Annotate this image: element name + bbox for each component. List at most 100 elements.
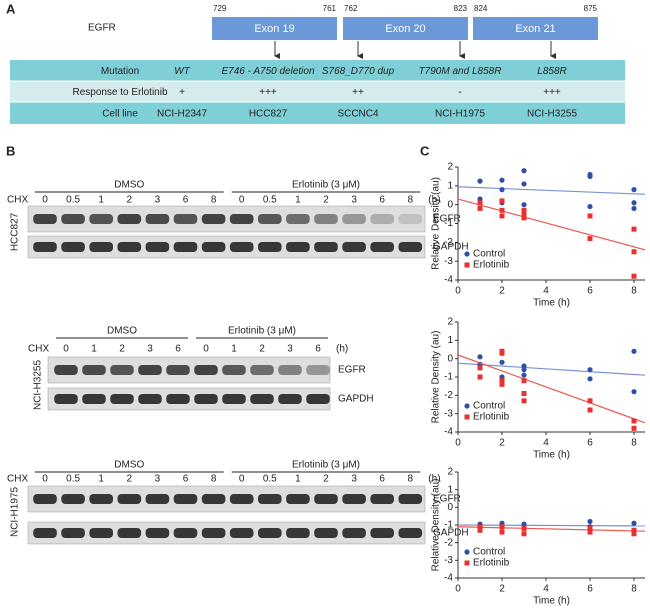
point bbox=[521, 521, 527, 527]
blot-band bbox=[222, 394, 246, 404]
point bbox=[587, 367, 593, 373]
lane-label: 3 bbox=[147, 344, 153, 355]
point bbox=[521, 398, 527, 404]
blot-band bbox=[342, 528, 366, 538]
point bbox=[587, 407, 593, 413]
point bbox=[521, 363, 527, 369]
exon-label: Exon 19 bbox=[254, 23, 294, 35]
table-cell: S768_D770 dup bbox=[322, 66, 395, 77]
unit-label: (h) bbox=[428, 195, 440, 206]
row-label: CHX bbox=[7, 474, 28, 485]
x-tick-label: 2 bbox=[499, 286, 505, 297]
lane-label: 1 bbox=[98, 195, 104, 206]
point bbox=[499, 177, 505, 183]
protein-label: EGFR bbox=[338, 365, 366, 376]
blot-band bbox=[342, 214, 366, 224]
y-tick-label: 2 bbox=[447, 467, 453, 478]
x-tick-label: 0 bbox=[455, 438, 461, 449]
lane-label: 0 bbox=[42, 474, 48, 485]
point bbox=[477, 365, 483, 371]
table-cell: T790M and L858R bbox=[419, 66, 502, 77]
table-cell: ++ bbox=[352, 87, 364, 98]
y-tick-label: -4 bbox=[444, 573, 453, 584]
point bbox=[477, 205, 483, 211]
blot-band bbox=[61, 494, 85, 504]
point bbox=[521, 207, 527, 213]
table-cell: HCC827 bbox=[249, 109, 288, 120]
point bbox=[499, 359, 505, 365]
y-tick-label: -3 bbox=[444, 408, 453, 419]
table-cell: NCI-H3255 bbox=[527, 109, 577, 120]
blot-band bbox=[54, 394, 78, 404]
blot-band bbox=[229, 214, 254, 224]
legend-marker bbox=[464, 262, 470, 268]
blot-band bbox=[370, 242, 395, 252]
table-cell: WT bbox=[174, 66, 190, 77]
point bbox=[631, 425, 637, 431]
blot-band bbox=[314, 494, 338, 504]
blot-band bbox=[398, 494, 423, 504]
row-header: Cell line bbox=[102, 109, 138, 120]
cell-line-label: HCC827 bbox=[10, 212, 21, 251]
blot-band bbox=[145, 494, 170, 504]
blot-band bbox=[222, 365, 246, 375]
legend-marker bbox=[464, 251, 470, 257]
point bbox=[499, 524, 505, 530]
y-tick-label: -3 bbox=[444, 256, 453, 267]
blot-band bbox=[314, 528, 338, 538]
point bbox=[521, 531, 527, 537]
point bbox=[521, 168, 527, 174]
table-cell: +++ bbox=[543, 87, 561, 98]
point bbox=[499, 187, 505, 193]
blot-band bbox=[201, 214, 226, 224]
y-tick-label: 1 bbox=[447, 484, 453, 495]
y-tick-label: -2 bbox=[444, 237, 453, 248]
blot-band bbox=[138, 394, 162, 404]
x-tick-label: 8 bbox=[631, 584, 637, 595]
legend-marker bbox=[464, 560, 470, 566]
legend-label: Erlotinib bbox=[473, 260, 510, 271]
exon-end: 875 bbox=[584, 4, 598, 13]
blot-band bbox=[145, 214, 170, 224]
point bbox=[631, 249, 637, 255]
table-cell: E746 - A750 deletion bbox=[221, 66, 314, 77]
exon-start: 824 bbox=[474, 4, 488, 13]
group-label: DMSO bbox=[114, 180, 144, 191]
x-axis-title: Time (h) bbox=[533, 450, 570, 461]
y-axis-title: Relative Density (au) bbox=[431, 479, 442, 572]
lane-label: 3 bbox=[351, 474, 357, 485]
lane-label: 3 bbox=[155, 474, 161, 485]
protein-label: EGFR bbox=[433, 494, 461, 505]
y-tick-label: -1 bbox=[444, 218, 453, 229]
y-tick-label: -1 bbox=[444, 372, 453, 383]
lane-label: 2 bbox=[323, 474, 329, 485]
point bbox=[499, 198, 505, 204]
blot-band bbox=[250, 394, 274, 404]
y-tick-label: 0 bbox=[447, 353, 453, 364]
lane-label: 0 bbox=[63, 344, 69, 355]
lane-label: 0 bbox=[239, 195, 245, 206]
lane-label: 3 bbox=[155, 195, 161, 206]
blot-band bbox=[166, 365, 190, 375]
blot-band bbox=[194, 365, 218, 375]
lane-label: 1 bbox=[98, 474, 104, 485]
blot-band bbox=[173, 494, 198, 504]
y-tick-label: -1 bbox=[444, 520, 453, 531]
exon-box bbox=[343, 17, 468, 40]
row-header: Response to Erlotinib bbox=[72, 87, 167, 98]
x-axis-title: Time (h) bbox=[533, 596, 570, 607]
x-tick-label: 4 bbox=[543, 438, 549, 449]
x-tick-label: 8 bbox=[631, 438, 637, 449]
blot-band bbox=[89, 528, 114, 538]
blot-image bbox=[27, 235, 426, 259]
point bbox=[499, 381, 505, 387]
y-tick-label: -2 bbox=[444, 537, 453, 548]
exon-start: 762 bbox=[344, 4, 358, 13]
table-row bbox=[10, 60, 625, 81]
fit-line bbox=[457, 186, 646, 195]
exon-label: Exon 21 bbox=[515, 23, 555, 35]
point bbox=[477, 178, 483, 184]
blot-band bbox=[201, 494, 226, 504]
point bbox=[631, 389, 637, 395]
exon-end: 761 bbox=[323, 4, 337, 13]
